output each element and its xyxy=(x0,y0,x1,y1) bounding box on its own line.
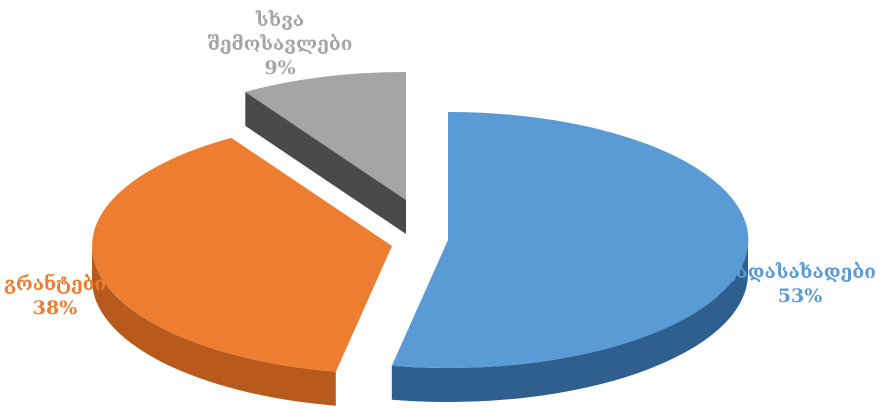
label-grants: გრანტები 38% xyxy=(0,272,110,320)
slice-other-income-top xyxy=(245,71,406,200)
slice-tops xyxy=(92,71,749,372)
label-taxes: გადასახადები 53% xyxy=(714,260,886,308)
label-other-income-value: 9% xyxy=(264,57,296,79)
label-grants-value: 38% xyxy=(32,297,78,319)
slice-grants-top xyxy=(92,137,393,372)
label-taxes-value: 53% xyxy=(777,285,823,307)
label-other-income-line1: სხვა xyxy=(255,9,305,31)
slice-grants-rim xyxy=(92,246,336,406)
slice-sides xyxy=(92,91,748,406)
label-other-income: სხვა შემოსავლები 9% xyxy=(180,8,380,80)
label-other-income-line2: შემოსავლები xyxy=(207,33,353,55)
label-grants-name: გრანტები xyxy=(3,273,107,295)
slice-taxes-rim xyxy=(391,240,748,402)
slice-other-income-cut-face xyxy=(245,91,406,235)
label-taxes-name: გადასახადები xyxy=(724,261,876,283)
slice-taxes-top xyxy=(391,111,749,368)
